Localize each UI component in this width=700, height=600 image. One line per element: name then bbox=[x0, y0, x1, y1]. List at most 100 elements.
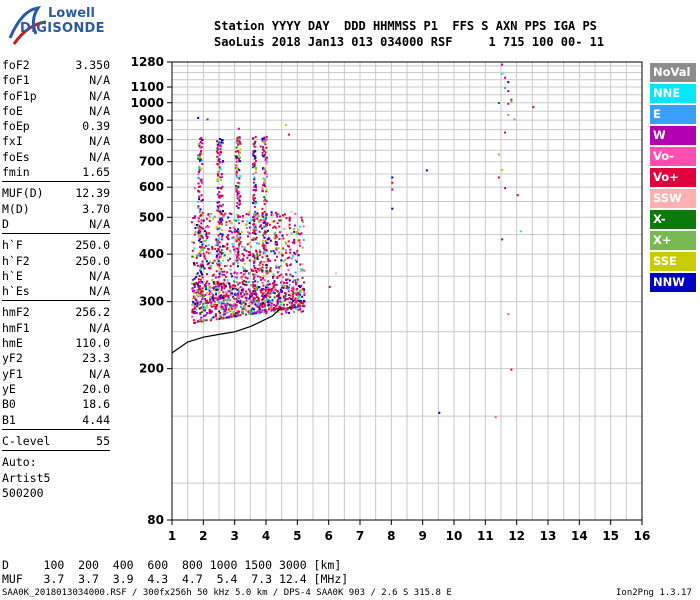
echo-pixel bbox=[238, 242, 241, 245]
echo-pixel bbox=[237, 214, 240, 217]
echo-pixel bbox=[245, 299, 248, 302]
echo-pixel bbox=[293, 304, 296, 306]
echo-pixel bbox=[218, 306, 221, 309]
echo-pixel bbox=[199, 269, 202, 272]
param-row: foEp 0.39 bbox=[2, 119, 110, 134]
echo-pixel bbox=[210, 311, 213, 314]
echo-pixel bbox=[191, 278, 194, 281]
echo-pixel bbox=[216, 155, 219, 158]
echo-pixel bbox=[218, 266, 221, 269]
echo-pixel bbox=[288, 245, 291, 248]
echo-pixel bbox=[212, 303, 215, 306]
echo-pixel bbox=[264, 246, 267, 249]
echo-pixel bbox=[235, 171, 238, 174]
echo-pixel bbox=[295, 293, 298, 296]
echo-pixel bbox=[216, 317, 219, 320]
echo-pixel bbox=[236, 137, 239, 140]
echo-pixel bbox=[266, 272, 269, 275]
echo-pixel bbox=[263, 136, 266, 139]
param-row: fxI N/A bbox=[2, 134, 110, 149]
echo-pixel bbox=[192, 300, 195, 303]
echo-pixel bbox=[276, 302, 279, 305]
echo-pixel bbox=[239, 160, 242, 163]
echo-pixel bbox=[254, 273, 257, 276]
echo-pixel bbox=[253, 214, 256, 217]
param-row: foE N/A bbox=[2, 104, 110, 119]
echo-pixel bbox=[255, 189, 257, 192]
echo-pixel bbox=[282, 276, 285, 279]
echo-pixel bbox=[239, 175, 242, 178]
echo-pixel bbox=[200, 300, 203, 303]
echo-pixel bbox=[227, 234, 230, 236]
echo-pixel bbox=[229, 230, 232, 233]
echo-dot bbox=[507, 113, 510, 116]
echo-pixel bbox=[236, 259, 239, 262]
echo-pixel bbox=[289, 264, 292, 266]
echo-pixel bbox=[298, 241, 301, 244]
echo-pixel bbox=[298, 233, 301, 236]
echo-pixel bbox=[273, 274, 276, 277]
echo-pixel bbox=[216, 147, 219, 150]
echo-pixel bbox=[223, 299, 226, 301]
echo-pixel bbox=[200, 158, 203, 161]
echo-pixel bbox=[221, 161, 224, 164]
echo-pixel bbox=[274, 305, 277, 307]
echo-pixel bbox=[199, 152, 202, 155]
echo-pixel bbox=[267, 299, 270, 302]
echo-pixel bbox=[284, 292, 287, 294]
echo-pixel bbox=[237, 287, 240, 290]
echo-pixel bbox=[263, 260, 266, 263]
echo-pixel bbox=[216, 201, 219, 204]
echo-pixel bbox=[232, 311, 235, 314]
param-value: N/A bbox=[89, 284, 110, 299]
echo-pixel bbox=[191, 255, 194, 258]
echo-pixel bbox=[226, 279, 229, 281]
echo-pixel bbox=[234, 150, 237, 153]
echo-pixel bbox=[229, 290, 232, 293]
echo-pixel bbox=[273, 310, 276, 313]
echo-pixel bbox=[192, 319, 195, 322]
param-value: 250.0 bbox=[75, 238, 110, 253]
echo-pixel bbox=[215, 293, 218, 296]
echo-pixel bbox=[228, 290, 231, 293]
echo-pixel bbox=[281, 214, 284, 217]
echo-pixel bbox=[254, 160, 257, 163]
echo-pixel bbox=[278, 238, 281, 241]
echo-pixel bbox=[208, 215, 211, 218]
echo-pixel bbox=[301, 220, 304, 223]
echo-pixel bbox=[199, 254, 202, 257]
param-value: 250.0 bbox=[75, 253, 110, 268]
echo-pixel bbox=[229, 265, 232, 268]
param-value: 4.44 bbox=[82, 412, 110, 427]
echo-pixel bbox=[222, 295, 225, 298]
echo-pixel bbox=[265, 289, 268, 292]
echo-pixel bbox=[276, 290, 279, 293]
echo-pixel bbox=[264, 143, 267, 146]
param-value: 12.39 bbox=[75, 186, 110, 201]
echo-pixel bbox=[263, 296, 266, 299]
echo-pixel bbox=[253, 197, 256, 200]
echo-pixel bbox=[269, 239, 272, 242]
echo-pixel bbox=[296, 240, 299, 243]
echo-pixel bbox=[259, 261, 262, 264]
echo-pixel bbox=[267, 304, 270, 307]
echo-pixel bbox=[233, 218, 236, 221]
echo-pixel bbox=[259, 224, 262, 227]
echo-pixel bbox=[231, 292, 234, 295]
echo-pixel bbox=[241, 245, 244, 248]
param-group-frequencies: foF2 3.350 foF1 N/A foF1p N/A foE N/A foEp 0.39 fx… bbox=[2, 58, 110, 180]
echo-pixel bbox=[197, 206, 200, 209]
echo-pixel bbox=[223, 287, 226, 290]
param-row: hmF2 256.2 bbox=[2, 305, 110, 320]
echo-pixel bbox=[198, 275, 201, 277]
echo-pixel bbox=[254, 290, 257, 292]
echo-pixel bbox=[281, 290, 284, 293]
echo-pixel bbox=[293, 310, 295, 313]
polarization-legend: NoVal NNE E W Vo- Vo+ SSW X- X+ SSE NNW bbox=[650, 63, 696, 294]
echo-pixel bbox=[282, 260, 285, 263]
echo-pixel bbox=[201, 163, 204, 165]
echo-pixel bbox=[252, 137, 255, 140]
echo-pixel bbox=[221, 285, 223, 288]
echo-pixel bbox=[218, 237, 221, 240]
echo-dot bbox=[532, 106, 535, 109]
